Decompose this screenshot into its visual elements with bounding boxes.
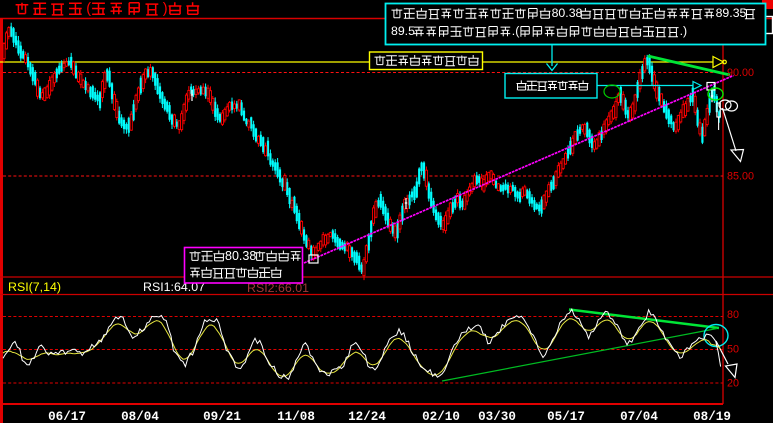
svg-text:RSI2:66.01: RSI2:66.01 [247, 281, 309, 295]
svg-text:05/17: 05/17 [547, 410, 585, 423]
svg-text:11/08: 11/08 [277, 410, 315, 423]
svg-text:.): .) [680, 24, 688, 38]
svg-text:.(: .( [512, 24, 520, 38]
svg-text:07/04: 07/04 [620, 410, 658, 423]
svg-text:09/21: 09/21 [203, 410, 241, 423]
svg-text:06/17: 06/17 [48, 410, 86, 423]
svg-text:08/19: 08/19 [693, 410, 731, 423]
svg-text:03/30: 03/30 [478, 410, 516, 423]
svg-text:08/04: 08/04 [121, 410, 159, 423]
svg-text:80: 80 [727, 309, 739, 321]
svg-text:02/10: 02/10 [422, 410, 460, 423]
svg-text:(: ( [86, 1, 91, 17]
svg-text:): ) [163, 1, 168, 17]
svg-text:85.00: 85.00 [727, 170, 754, 182]
svg-text:50: 50 [727, 344, 739, 356]
svg-text:20: 20 [727, 378, 739, 390]
svg-text:80.38: 80.38 [552, 6, 583, 20]
svg-text:80.38: 80.38 [225, 249, 256, 263]
svg-text:12/24: 12/24 [348, 410, 386, 423]
svg-text:RSI(7,14): RSI(7,14) [8, 280, 61, 294]
svg-text:90.00: 90.00 [727, 67, 754, 79]
svg-text:89.5: 89.5 [391, 24, 415, 38]
svg-text:89.35: 89.35 [716, 6, 747, 20]
